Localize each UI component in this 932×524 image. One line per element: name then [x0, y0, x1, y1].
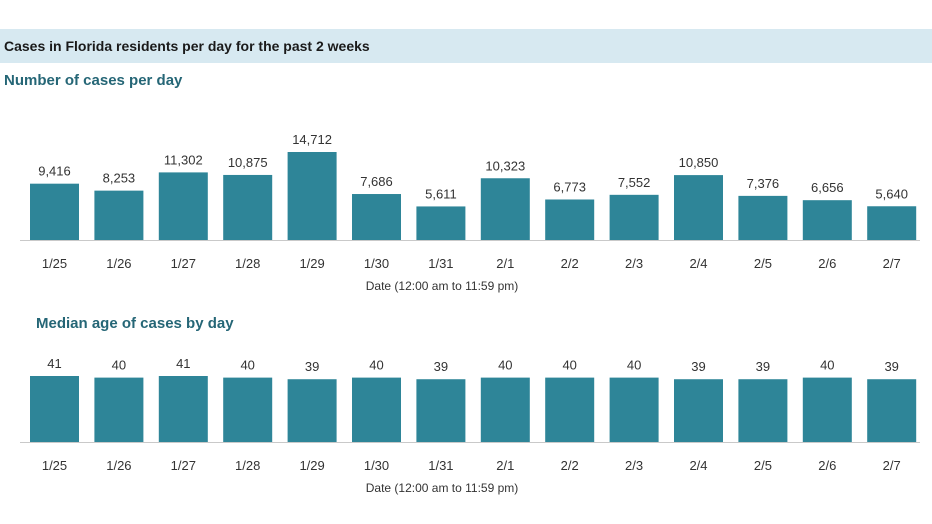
cases-tick-label: 2/3	[625, 256, 643, 271]
cases-bar	[609, 194, 659, 240]
cases-tick-label: 1/29	[299, 256, 324, 271]
cases-tick-label: 2/7	[883, 256, 901, 271]
age-data-label: 40	[112, 358, 126, 373]
age-bar	[352, 377, 401, 442]
cases-data-label: 5,611	[425, 186, 457, 201]
age-data-label: 40	[562, 358, 576, 373]
age-bar	[674, 379, 723, 442]
age-bar	[609, 377, 659, 442]
cases-tick-label: 2/6	[818, 256, 836, 271]
cases-data-label: 5,640	[875, 186, 908, 201]
age-bar	[738, 379, 788, 442]
age-tick-label: 2/7	[883, 458, 901, 473]
cases-data-label: 10,323	[485, 158, 525, 173]
age-data-label: 40	[627, 358, 641, 373]
cases-data-label: 7,376	[747, 176, 780, 191]
age-tick-label: 1/26	[106, 458, 131, 473]
age-bar	[867, 379, 917, 442]
cases-bar	[287, 152, 337, 240]
cases-tick-label: 2/5	[754, 256, 772, 271]
age-tick-label: 1/30	[364, 458, 389, 473]
cases-data-label: 6,773	[553, 179, 586, 194]
cases-tick-label: 2/4	[689, 256, 707, 271]
age-data-label: 39	[884, 359, 898, 374]
cases-tick-label: 2/1	[496, 256, 514, 271]
age-chart-title: Median age of cases by day	[36, 315, 234, 332]
cases-tick-label: 1/30	[364, 256, 389, 271]
cases-bar	[545, 199, 595, 240]
cases-data-label: 9,416	[38, 164, 71, 179]
age-tick-label: 1/29	[299, 458, 324, 473]
age-data-label: 39	[691, 359, 705, 374]
cases-tick-label: 1/25	[42, 256, 67, 271]
cases-data-label: 7,552	[618, 175, 651, 190]
cases-bar	[802, 200, 852, 240]
cases-data-label: 11,302	[164, 152, 203, 167]
cases-bar	[867, 206, 917, 240]
age-data-label: 40	[498, 358, 512, 373]
age-bar	[158, 376, 208, 442]
cases-chart-title: Number of cases per day	[4, 72, 183, 89]
cases-data-label: 8,253	[103, 171, 136, 186]
age-tick-label: 1/25	[42, 458, 67, 473]
age-tick-label: 2/6	[818, 458, 836, 473]
header-title: Cases in Florida residents per day for t…	[4, 38, 370, 54]
age-bar	[94, 377, 144, 442]
age-tick-label: 1/28	[235, 458, 260, 473]
cases-bar	[158, 172, 208, 240]
age-bar	[480, 377, 530, 442]
age-bar	[802, 377, 852, 442]
age-bar	[30, 376, 79, 442]
cases-data-label: 14,712	[292, 132, 332, 147]
age-tick-label: 1/27	[171, 458, 196, 473]
age-data-label: 41	[47, 356, 61, 371]
age-x-axis-title: Date (12:00 am to 11:59 pm)	[366, 481, 519, 495]
age-bar	[287, 379, 337, 442]
age-tick-label: 2/4	[689, 458, 707, 473]
cases-bar	[674, 175, 723, 240]
cases-tick-label: 1/26	[106, 256, 131, 271]
age-data-label: 39	[756, 359, 770, 374]
age-tick-label: 2/1	[496, 458, 514, 473]
cases-tick-label: 1/27	[171, 256, 196, 271]
cases-tick-label: 1/28	[235, 256, 260, 271]
cases-bar-chart: 9,416 1/25 8,253 1/26 11,302 1/27 10,875 1/28 14…	[20, 132, 920, 293]
cases-tick-label: 2/2	[561, 256, 579, 271]
cases-data-label: 10,875	[228, 155, 268, 170]
cases-bar	[94, 190, 144, 240]
cases-data-label: 7,686	[360, 174, 393, 189]
age-data-label: 41	[176, 356, 190, 371]
cases-data-label: 10,850	[679, 155, 719, 170]
age-bar	[545, 377, 595, 442]
age-data-label: 39	[434, 359, 448, 374]
age-bar	[223, 377, 273, 442]
age-tick-label: 2/3	[625, 458, 643, 473]
age-bar	[416, 379, 466, 442]
cases-data-label: 6,656	[811, 180, 844, 195]
age-data-label: 40	[240, 358, 254, 373]
cases-bar	[352, 194, 401, 240]
cases-x-axis-title: Date (12:00 am to 11:59 pm)	[366, 279, 519, 293]
cases-tick-label: 1/31	[428, 256, 453, 271]
header-bar: Cases in Florida residents per day for t…	[0, 29, 932, 63]
cases-bar	[738, 195, 788, 240]
cases-bar	[416, 206, 466, 240]
age-tick-label: 2/2	[561, 458, 579, 473]
cases-bar	[480, 178, 530, 240]
age-tick-label: 1/31	[428, 458, 453, 473]
cases-bar	[223, 174, 273, 240]
age-data-label: 40	[820, 358, 834, 373]
age-data-label: 39	[305, 359, 319, 374]
age-tick-label: 2/5	[754, 458, 772, 473]
cases-bar	[30, 183, 79, 240]
median-age-bar-chart: 41 1/25 40 1/26 41 1/27 40 1/28 39 1/29 40 1/30 39 1/…	[20, 356, 920, 495]
age-data-label: 40	[369, 358, 383, 373]
